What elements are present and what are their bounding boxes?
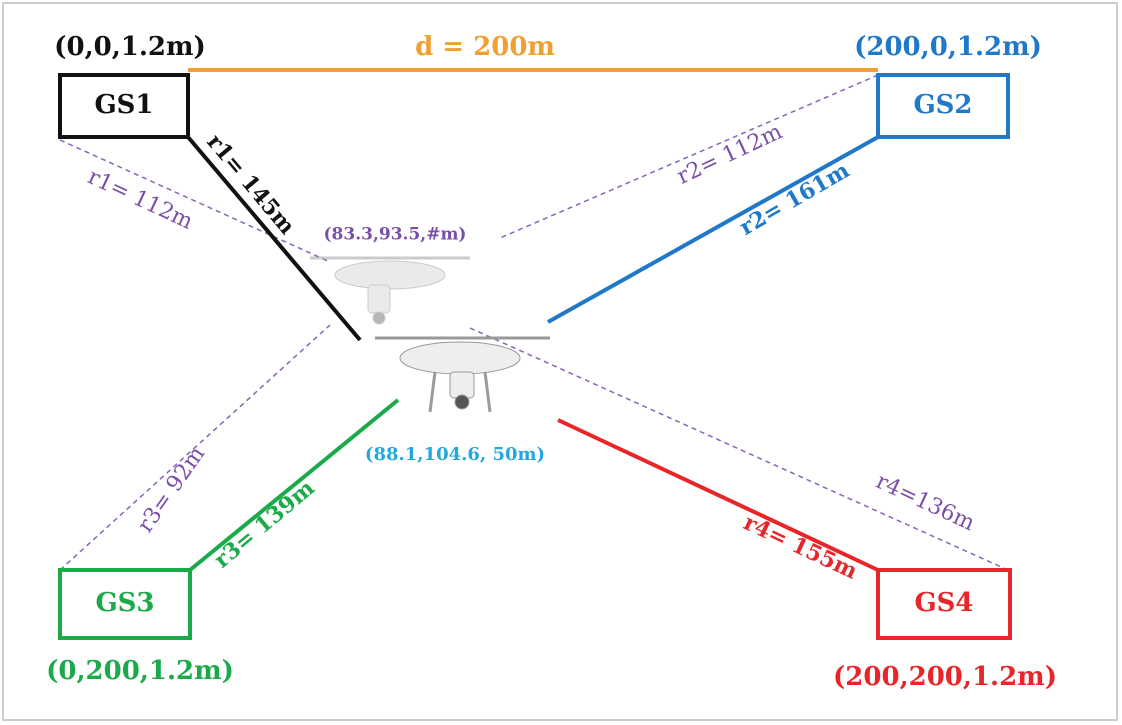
station-coordinates: (200,0,1.2m) <box>854 32 1042 62</box>
diagram: GS1 GS2 GS3 GS4 (0,0,1.2m) (200,0,1.2m) … <box>0 0 1122 725</box>
station-label: GS2 <box>913 90 972 120</box>
baseline-label: d = 200m <box>415 32 555 62</box>
drone-position: (83.3,93.5,#m) <box>324 225 467 245</box>
station-coordinates: (200,200,1.2m) <box>833 662 1057 692</box>
station-label: GS3 <box>95 588 154 618</box>
station-coordinates: (0,200,1.2m) <box>46 656 234 686</box>
station-coordinates: (0,0,1.2m) <box>54 32 206 62</box>
station-label: GS4 <box>914 588 973 618</box>
station-label: GS1 <box>94 90 153 120</box>
drone-position: (88.1,104.6, 50m) <box>365 444 545 465</box>
